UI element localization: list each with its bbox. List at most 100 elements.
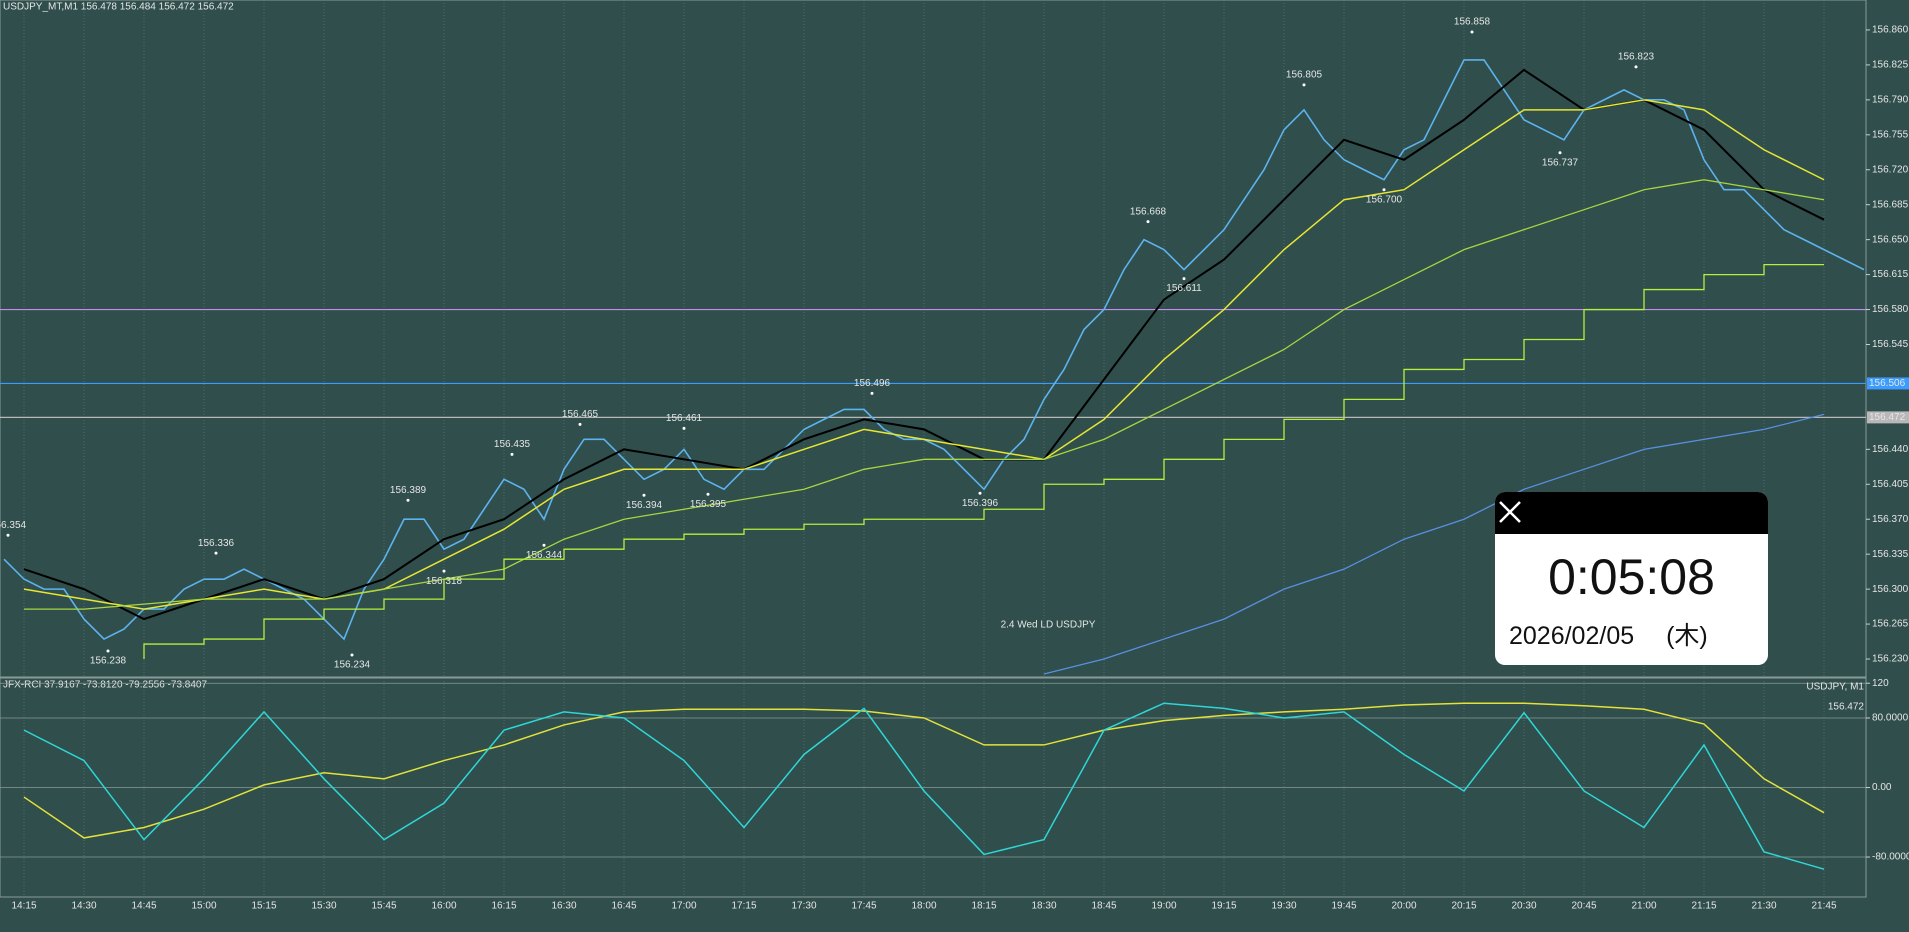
corner-value: 156.472 [1828,702,1865,713]
swing-point [406,498,410,502]
series-line [3,59,1865,641]
swing-point [706,492,710,496]
swing-point [1146,220,1150,224]
swing-point [350,653,354,657]
swing-label: 156.700 [1366,194,1403,205]
x-tick-label: 17:15 [731,901,756,912]
y-tick-label: 156.615 [1872,269,1909,280]
swing-point [1182,277,1186,281]
x-tick-label: 16:00 [431,901,456,912]
y-tick-label: 156.440 [1872,444,1909,455]
x-tick-label: 18:00 [911,901,936,912]
timer-date: 2026/02/05 (木) [1509,616,1768,652]
series-line [24,179,1825,610]
series-line [23,702,1825,839]
panel-title: JFX-RCI 37.9167 -73.8120 -79.2556 -73.84… [3,680,207,691]
series-line [23,702,1825,870]
x-tick-label: 17:00 [671,901,696,912]
y-tick-label: 156.545 [1872,339,1909,350]
y-tick-label: 156.580 [1872,304,1909,315]
swing-point [1634,65,1638,69]
countdown: 0:05:08 [1548,549,1715,605]
corner-label: USDJPY, M1 [1806,682,1864,693]
weekday: (木) [1666,622,1708,650]
swing-point [106,649,110,653]
swing-label: 156.394 [626,500,663,511]
swing-label: 156.668 [1130,206,1167,217]
x-tick-label: 15:45 [371,901,396,912]
y-tick-label: 156.370 [1872,514,1909,525]
series-line [1043,413,1825,675]
y-tick-label: -80.0000 [1872,852,1909,863]
swing-label: 156.344 [526,550,563,561]
swing-label: 156.395 [690,499,727,510]
swing-label: 156.396 [962,498,999,509]
y-tick-label: 156.720 [1872,164,1909,175]
swing-label: 156.389 [390,485,427,496]
swing-label: 156.805 [1286,70,1323,81]
x-tick-label: 14:15 [11,901,36,912]
swing-label: 156.318 [426,576,463,587]
price-tag [1867,411,1909,424]
y-tick-label: 156.335 [1872,549,1909,560]
x-tick-label: 21:00 [1631,901,1656,912]
x-tick-label: 20:15 [1451,901,1476,912]
close-button[interactable] [1495,497,1525,527]
x-tick-label: 19:30 [1271,901,1296,912]
swing-label: 156.435 [494,439,531,450]
swing-point [870,391,874,395]
y-tick-label: 156.825 [1872,60,1909,71]
x-tick-label: 14:45 [131,901,156,912]
x-tick-label: 18:30 [1031,901,1056,912]
x-tick-label: 20:00 [1391,901,1416,912]
x-tick-label: 18:15 [971,901,996,912]
y-tick-label: 156.300 [1872,584,1909,595]
date: 2026/02/05 [1509,622,1635,650]
y-tick-label: 156.230 [1872,654,1909,665]
x-tick-label: 16:45 [611,901,636,912]
x-tick-label: 16:30 [551,901,576,912]
swing-point [510,452,514,456]
y-tick-label: 156.755 [1872,129,1909,140]
swing-label: 156.336 [198,538,235,549]
swing-point [978,491,982,495]
swing-point [214,551,218,555]
swing-point [1302,83,1306,87]
swing-label: 156.465 [562,409,599,420]
main-frame [0,0,1867,678]
x-tick-label: 16:15 [491,901,516,912]
x-tick-label: 14:30 [71,901,96,912]
x-tick-label: 19:15 [1211,901,1236,912]
y-tick-label: 80.0000 [1872,713,1909,724]
series-line [143,263,1824,660]
x-tick-label: 21:15 [1691,901,1716,912]
swing-point [642,493,646,497]
watermark: 2.4 Wed LD USDJPY [1001,620,1096,631]
y-tick-label: 156.405 [1872,479,1909,490]
price-tag [1867,377,1909,390]
x-tick-label: 15:30 [311,901,336,912]
x-tick-label: 17:30 [791,901,816,912]
swing-label: 156.461 [666,413,703,424]
y-tick-label: 156.685 [1872,199,1909,210]
swing-label: 156.354 [0,520,27,531]
x-tick-label: 18:45 [1091,901,1116,912]
y-tick-label: 156.650 [1872,234,1909,245]
swing-label: 156.823 [1618,52,1655,63]
x-tick-label: 15:00 [191,901,216,912]
x-tick-label: 19:00 [1151,901,1176,912]
swing-label: 156.234 [334,660,371,671]
swing-point [1470,30,1474,34]
swing-label: 156.238 [90,656,127,667]
swing-point [6,533,10,537]
swing-label: 156.496 [854,378,891,389]
swing-point [1558,151,1562,155]
x-tick-label: 20:30 [1511,901,1536,912]
swing-point [442,569,446,573]
x-tick-label: 15:15 [251,901,276,912]
y-tick-label: 120 [1872,678,1889,689]
timer-popup: 0:05:08 2026/02/05 (木) [1495,492,1768,665]
panel-title: USDJPY_MT,M1 156.478 156.484 156.472 156… [3,2,234,13]
